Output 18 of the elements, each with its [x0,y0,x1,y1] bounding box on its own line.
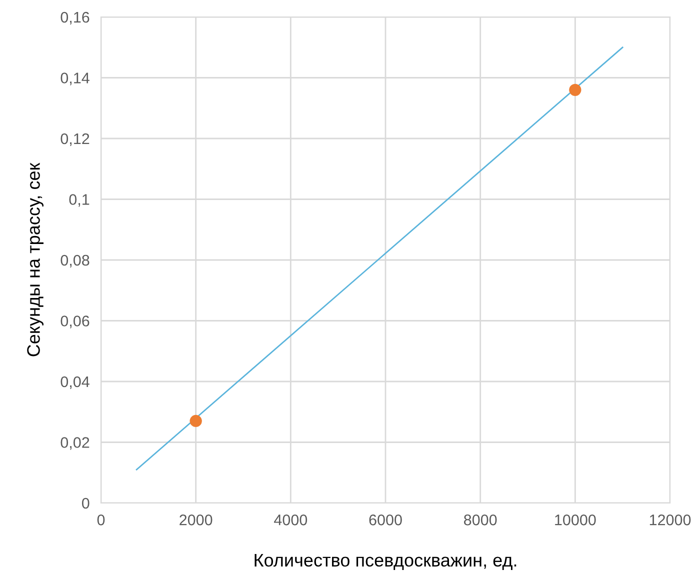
y-tick-label: 0,02 [60,437,90,450]
x-tick-label: 6000 [369,514,402,526]
x-tick-label: 2000 [180,514,212,526]
y-tick-label: 0,04 [60,376,90,389]
y-axis-title: Секунды на трассу, сек [27,162,44,356]
y-tick-label: 0,08 [60,254,90,268]
x-tick-label: 4000 [274,514,308,526]
y-tick-label: 0,06 [60,316,90,328]
y-tick-label: 0,14 [60,72,90,86]
y-tick-label: 0 [82,498,90,509]
y-tick-label: 0,1 [69,194,90,207]
x-tick-label: 8000 [464,514,497,526]
x-tick-label: 10000 [555,514,596,526]
x-tick-label: 12000 [650,514,691,526]
x-axis-title: Количество псевдоскважин, ед. [254,554,516,570]
y-tick-label: 0,12 [60,133,90,146]
x-tick-label: 0 [97,514,105,526]
y-tick-label: 0,16 [60,12,90,24]
